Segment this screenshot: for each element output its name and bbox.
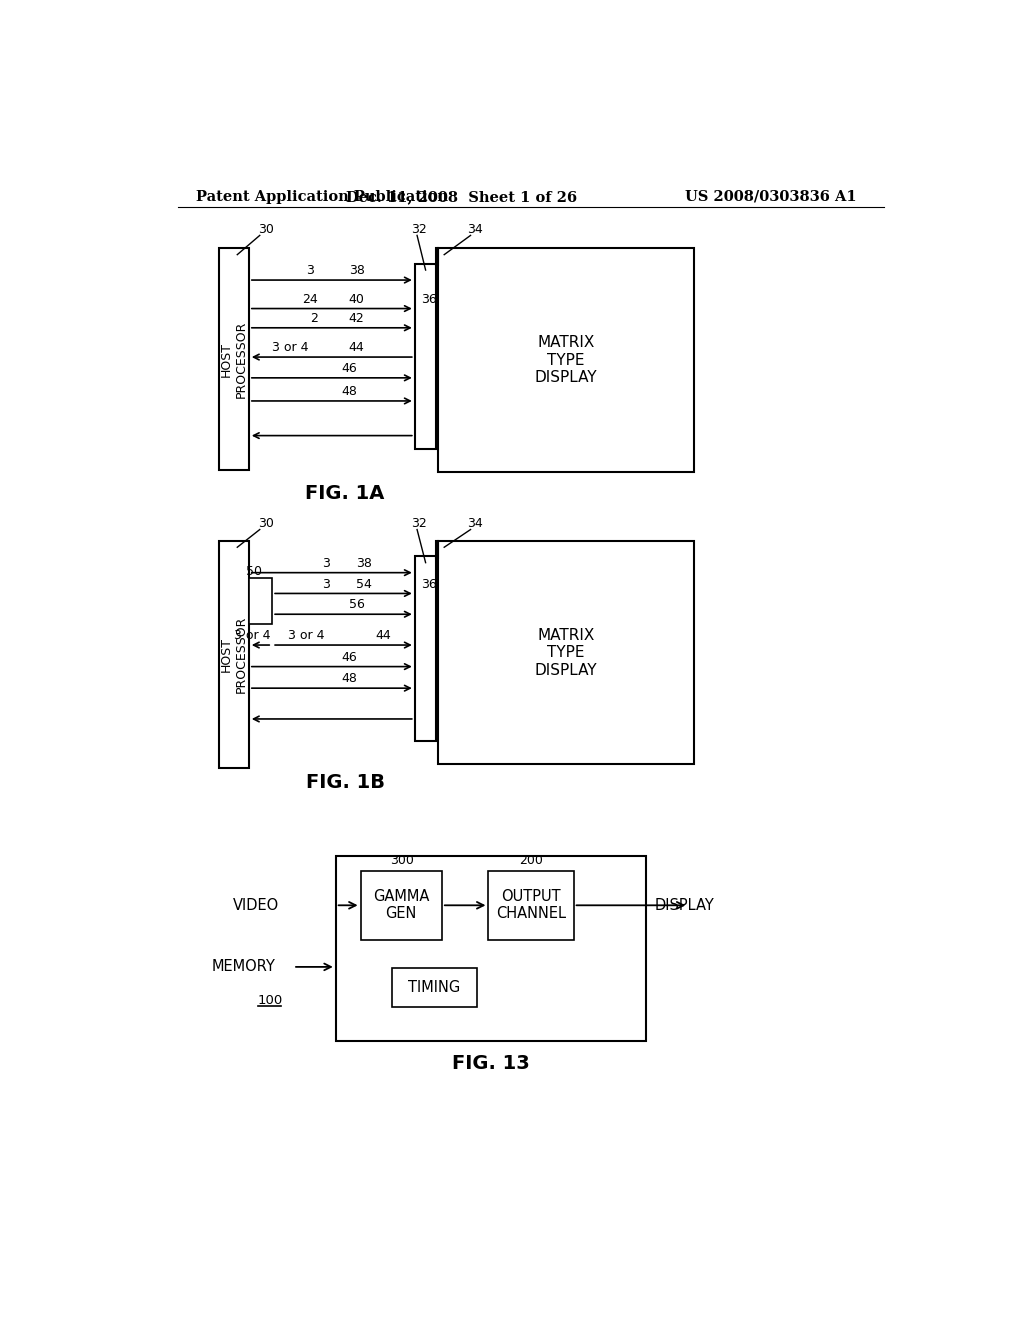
Text: FIG. 1B: FIG. 1B: [305, 772, 384, 792]
Text: 32: 32: [412, 517, 427, 529]
Text: 36: 36: [421, 578, 436, 591]
Bar: [415, 557, 436, 742]
Text: 24: 24: [302, 293, 318, 306]
Text: 50: 50: [247, 565, 262, 578]
Text: 38: 38: [356, 557, 373, 570]
Text: 2: 2: [310, 312, 317, 325]
Text: HOST
PROCESSOR: HOST PROCESSOR: [220, 616, 248, 693]
Text: US 2008/0303836 A1: US 2008/0303836 A1: [685, 190, 856, 203]
Text: FIG. 13: FIG. 13: [452, 1053, 529, 1073]
Text: 36: 36: [421, 293, 436, 306]
Bar: [336, 857, 646, 1040]
Bar: [436, 248, 438, 265]
Bar: [436, 541, 438, 558]
Text: 3: 3: [322, 578, 330, 591]
Text: 48: 48: [341, 385, 356, 399]
Bar: [360, 871, 442, 940]
Text: 40: 40: [349, 293, 365, 306]
Text: 300: 300: [390, 854, 414, 867]
Text: Patent Application Publication: Patent Application Publication: [197, 190, 449, 203]
Bar: [438, 248, 693, 471]
Bar: [438, 541, 693, 764]
Text: GAMMA
GEN: GAMMA GEN: [373, 890, 429, 921]
Bar: [249, 578, 272, 624]
Text: 100: 100: [257, 994, 283, 1007]
Text: Dec. 11, 2008  Sheet 1 of 26: Dec. 11, 2008 Sheet 1 of 26: [346, 190, 577, 203]
Text: 200: 200: [519, 854, 543, 867]
Text: 32: 32: [412, 223, 427, 236]
Text: TIMING: TIMING: [408, 981, 460, 995]
Text: MATRIX
TYPE
DISPLAY: MATRIX TYPE DISPLAY: [535, 335, 597, 385]
Bar: [488, 871, 573, 940]
Text: 44: 44: [349, 342, 365, 354]
Text: 42: 42: [349, 312, 365, 325]
Bar: [219, 248, 249, 470]
Text: 30: 30: [258, 223, 273, 236]
Text: 48: 48: [341, 672, 356, 685]
Text: 3 or 4: 3 or 4: [272, 342, 309, 354]
Text: 46: 46: [341, 362, 356, 375]
Bar: [391, 969, 477, 1007]
Text: VIDEO: VIDEO: [232, 898, 280, 913]
Bar: [415, 264, 436, 449]
Text: 30: 30: [258, 517, 273, 529]
Bar: [219, 541, 249, 768]
Text: MATRIX
TYPE
DISPLAY: MATRIX TYPE DISPLAY: [535, 628, 597, 677]
Text: HOST
PROCESSOR: HOST PROCESSOR: [220, 321, 248, 399]
Text: MEMORY: MEMORY: [211, 960, 275, 974]
Text: FIG. 1A: FIG. 1A: [305, 484, 385, 503]
Text: 34: 34: [467, 517, 483, 529]
Text: 3: 3: [306, 264, 314, 277]
Text: 34: 34: [467, 223, 483, 236]
Text: 3 or 4: 3 or 4: [288, 630, 325, 643]
Text: 46: 46: [341, 651, 356, 664]
Text: OUTPUT
CHANNEL: OUTPUT CHANNEL: [496, 890, 566, 921]
Text: 38: 38: [349, 264, 365, 277]
Text: DISPLAY: DISPLAY: [655, 898, 715, 913]
Text: 54: 54: [356, 578, 373, 591]
Text: 3: 3: [322, 557, 330, 570]
Text: 3 or 4: 3 or 4: [233, 630, 270, 643]
Text: 56: 56: [349, 598, 365, 611]
Text: 44: 44: [376, 630, 391, 643]
